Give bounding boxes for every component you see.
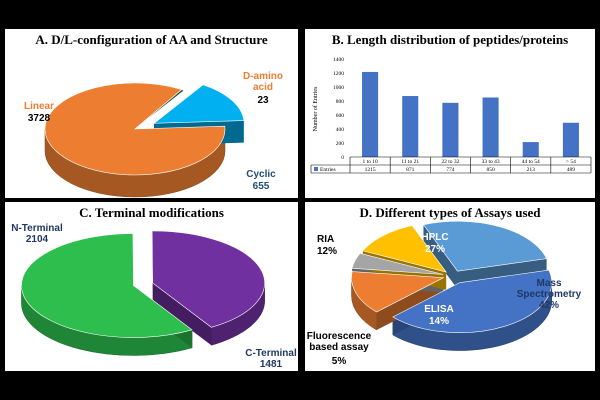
y-tick-label: 0 xyxy=(341,155,344,161)
panel-a-title: A. D/L-configuration of AA and Structure xyxy=(35,32,268,47)
panel-b: B. Length distribution of peptides/prote… xyxy=(303,27,597,200)
panel-c: C. Terminal modifications N-Terminal 2104… xyxy=(3,200,300,373)
bar-22-to-32 xyxy=(442,102,459,157)
y-tick-label: 1200 xyxy=(333,71,344,77)
pie-slice-fluorescence-based-assay xyxy=(351,252,444,275)
y-tick-label: 200 xyxy=(336,141,345,147)
pie-slice-cut xyxy=(152,282,212,346)
bar-54 xyxy=(562,122,579,157)
y-tick-label: 1400 xyxy=(333,57,344,63)
x-tick-label: 33 to 43 xyxy=(482,159,500,165)
y-tick-label: 800 xyxy=(336,99,345,105)
data-label: 850 xyxy=(486,167,495,173)
slice-label-cyclic: Cyclic xyxy=(246,169,276,180)
pie-slice-n-terminal xyxy=(21,233,193,338)
data-label: 871 xyxy=(406,167,415,173)
panel-d: D. Different types of Assays used HPLC 27… xyxy=(303,200,597,373)
data-label: 489 xyxy=(567,167,576,173)
slice-label-fluorescence: Fluorescence based assay xyxy=(307,331,372,353)
pie-slice-cyclic xyxy=(153,84,245,124)
panel-b-title: B. Length distribution of peptides/prote… xyxy=(331,32,569,47)
slice-value-cyclic: 655 xyxy=(253,181,270,192)
slice-value-ria: 12% xyxy=(317,246,337,257)
x-tick-label: 11 to 21 xyxy=(401,159,419,165)
bar-44-to-54 xyxy=(522,142,539,157)
slice-value-linear: 3728 xyxy=(28,113,51,124)
slice-label-ria: RIA xyxy=(317,234,334,245)
x-tick-label: > 54 xyxy=(566,159,576,165)
pie-slice-hplc xyxy=(422,220,548,272)
bar-1-to-10 xyxy=(362,71,379,157)
slice-value-d-amino-acid: 23 xyxy=(257,95,269,106)
slice-label-hplc: HPLC xyxy=(421,232,448,243)
pie-slice-elisa xyxy=(351,271,445,313)
slice-value-c-terminal: 1481 xyxy=(260,359,283,370)
bar-11-to-21 xyxy=(402,96,419,157)
data-label: 1215 xyxy=(365,167,376,173)
x-tick-label: 44 to 54 xyxy=(522,159,540,165)
y-axis-label: Number of Entries xyxy=(312,86,319,131)
data-label: 213 xyxy=(527,167,536,173)
pie-slice-mass-spectrometry xyxy=(392,269,553,333)
slice-value-hplc: 27% xyxy=(425,244,445,255)
y-tick-label: 600 xyxy=(336,113,345,119)
slice-label-c-terminal: C-Terminal xyxy=(245,348,297,359)
legend-swatch-entries xyxy=(314,167,318,171)
slice-value-elisa: 14% xyxy=(429,316,449,327)
legend-entry-entries: Entries xyxy=(320,167,336,173)
pie-slice-ria xyxy=(362,225,447,273)
bar-33-to-43 xyxy=(482,97,499,157)
slice-label-n-terminal: N-Terminal xyxy=(11,223,63,234)
slice-value-mass-spectrometry: 42% xyxy=(539,300,559,311)
slice-label-elisa: ELISA xyxy=(424,304,453,315)
pie-slice-d-amino-acid xyxy=(134,89,185,130)
panel-d-title: D. Different types of Assays used xyxy=(359,205,541,220)
x-tick-label: 1 to 10 xyxy=(362,159,378,165)
y-tick-label: 1000 xyxy=(333,85,344,91)
panel-a: A. D/L-configuration of AA and Structure… xyxy=(3,27,300,200)
slice-label-mass-spectrometry: Mass Spectrometry xyxy=(517,278,582,300)
data-label: 774 xyxy=(446,167,455,173)
slice-label-linear: Linear xyxy=(24,101,54,112)
y-tick-label: 400 xyxy=(336,127,345,133)
pie-slice-cut xyxy=(423,224,458,290)
slice-value-fluorescence: 5% xyxy=(332,356,347,367)
bar-chart-b: 0 200 400 600 800 1000 1200 1400 Number of Entri… xyxy=(310,57,592,174)
pie-slice-c-terminal xyxy=(151,230,265,328)
slice-label-d-amino-acid: D-amino acid xyxy=(243,71,283,93)
slice-value-n-terminal: 2104 xyxy=(26,234,49,245)
panel-c-title: C. Terminal modifications xyxy=(79,205,224,220)
x-tick-label: 22 to 32 xyxy=(441,159,459,165)
